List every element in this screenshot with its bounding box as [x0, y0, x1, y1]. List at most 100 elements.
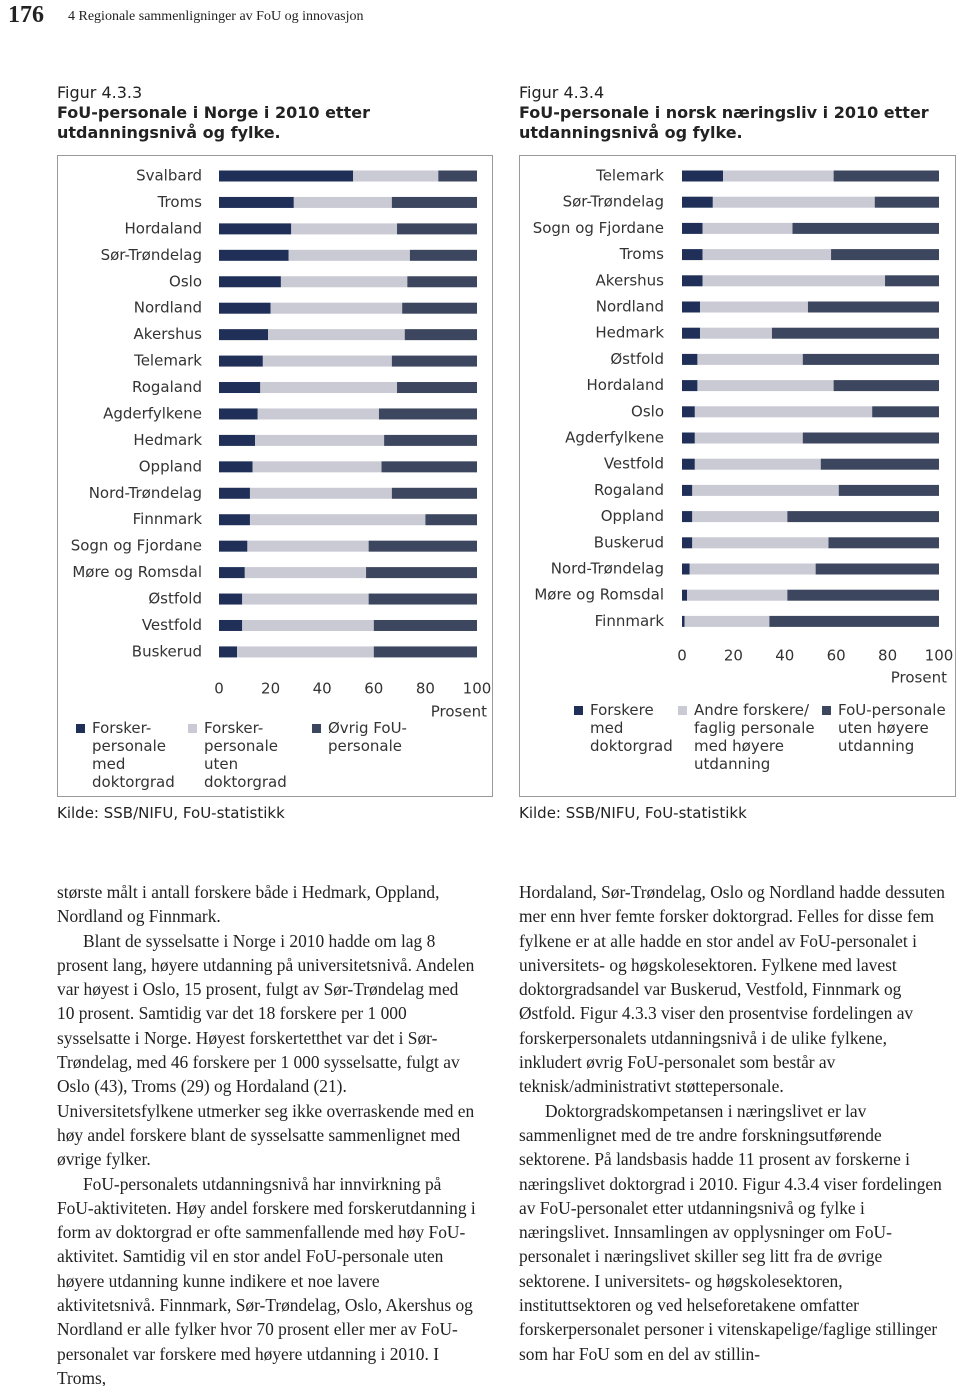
bar-segment	[260, 382, 398, 394]
category-label: Troms	[619, 245, 665, 263]
bar-segment	[247, 540, 369, 552]
bar-segment	[242, 593, 369, 605]
bar-segment	[787, 589, 939, 601]
bar-segment	[219, 487, 250, 499]
bar-segment	[833, 380, 939, 392]
category-label: Telemark	[595, 167, 664, 185]
bar-segment	[682, 353, 698, 365]
x-tick-label: 60	[827, 647, 846, 665]
bar-segment	[438, 170, 477, 182]
figure-label: Figur 4.3.4	[519, 83, 605, 102]
x-tick-label: 20	[261, 680, 280, 698]
bar-segment	[262, 355, 392, 367]
chart-plot: Svalbard Troms Hordaland Sør-Trøndelag Oslo N…	[71, 167, 492, 721]
bar-segment	[407, 276, 477, 288]
category-label: Møre og Romsdal	[72, 563, 202, 581]
bar-segment	[682, 406, 695, 418]
bar-segment	[219, 302, 271, 314]
category-label: Rogaland	[132, 378, 202, 396]
bar-segment	[425, 514, 477, 526]
bar-segment	[771, 327, 939, 339]
legend-label: Forskere med doktorgrad	[590, 701, 673, 755]
category-label: Troms	[157, 193, 203, 211]
legend-item: Forsker- personale med doktorgrad	[76, 719, 192, 791]
bar-segment	[255, 434, 385, 446]
bar-segment	[373, 619, 477, 631]
running-title: 4 Regionale sammenligninger av FoU og in…	[68, 9, 364, 24]
legend-swatch	[188, 724, 197, 733]
paragraph: Blant de sysselsatte i Norge i 2010 hadd…	[57, 930, 475, 1170]
bar-segment	[366, 567, 477, 579]
bar-segment	[244, 567, 367, 579]
bar-segment	[219, 382, 261, 394]
bar-segment	[702, 222, 793, 234]
category-label: Finnmark	[595, 612, 665, 630]
category-label: Østfold	[610, 350, 664, 368]
paragraph: Doktorgradskompetansen i næringslivet er…	[519, 1100, 942, 1364]
bar-segment	[288, 249, 410, 261]
bar-segment	[391, 196, 477, 208]
bar-segment	[397, 382, 477, 394]
bar-segment	[692, 484, 839, 496]
source: Kilde: SSB/NIFU, FoU-statistikk	[519, 804, 747, 822]
bar-segment	[682, 432, 695, 444]
bar-segment	[682, 537, 693, 549]
bar-segment	[219, 355, 263, 367]
category-label: Buskerud	[594, 533, 664, 551]
bar-segment	[404, 329, 477, 341]
x-tick-label: 0	[214, 680, 224, 698]
figure-title: FoU-personale i norsk næringsliv i 2010 …	[519, 103, 929, 142]
x-axis-label: Prosent	[431, 703, 487, 721]
bar-segment	[252, 461, 382, 473]
x-tick-label: 80	[878, 647, 897, 665]
bar-segment	[219, 619, 243, 631]
bar-segment	[249, 514, 426, 526]
legend-swatch	[678, 706, 687, 715]
chart: Svalbard Troms Hordaland Sør-Trøndelag Oslo N…	[57, 155, 493, 797]
bar-segment	[219, 514, 250, 526]
category-label: Sør-Trøndelag	[101, 246, 202, 264]
bar-segment	[820, 458, 939, 470]
bar-segment	[815, 563, 939, 575]
source: Kilde: SSB/NIFU, FoU-statistikk	[57, 804, 285, 822]
bar-segment	[828, 537, 939, 549]
category-label: Nord-Trøndelag	[89, 484, 202, 502]
category-label: Svalbard	[136, 167, 202, 185]
category-label: Akershus	[596, 271, 665, 289]
bar-segment	[682, 327, 700, 339]
figure-title: FoU-personale i Norge i 2010 etter utdan…	[57, 103, 370, 142]
bar-segment	[219, 567, 245, 579]
x-tick-label: 100	[925, 647, 954, 665]
bar-segment	[219, 329, 269, 341]
text-column: Hordaland, Sør-Trøndelag, Oslo og Nordla…	[519, 880, 945, 1386]
bar-segment	[802, 432, 939, 444]
bar-segment	[219, 196, 294, 208]
category-label: Buskerud	[132, 642, 202, 660]
legend-label: FoU-personale uten høyere utdanning	[838, 701, 946, 755]
bar-segment	[831, 249, 939, 261]
bar-segment	[702, 275, 886, 287]
bar-segment	[689, 563, 816, 575]
x-tick-label: 40	[313, 680, 332, 698]
bar-segment	[280, 276, 408, 288]
bar-segment	[699, 327, 772, 339]
category-label: Østfold	[148, 590, 202, 608]
bar-segment	[787, 511, 939, 523]
legend-label: Øvrig FoU- personale	[328, 719, 407, 755]
bar-segment	[874, 196, 939, 208]
category-label: Agderfylkene	[565, 429, 664, 447]
bar-segment	[792, 222, 939, 234]
bar-segment	[682, 563, 690, 575]
bar-segment	[368, 593, 477, 605]
bar-segment	[723, 170, 834, 182]
bar-segment	[368, 540, 477, 552]
bar-segment	[381, 461, 477, 473]
bar-segment	[682, 196, 713, 208]
bar-segment	[692, 511, 788, 523]
figure-label: Figur 4.3.3	[57, 83, 143, 102]
paragraph: største målt i antall forskere både i He…	[57, 882, 440, 927]
x-axis-label: Prosent	[891, 669, 947, 687]
category-label: Rogaland	[594, 481, 664, 499]
legend-item: FoU-personale uten høyere utdanning	[822, 701, 960, 755]
